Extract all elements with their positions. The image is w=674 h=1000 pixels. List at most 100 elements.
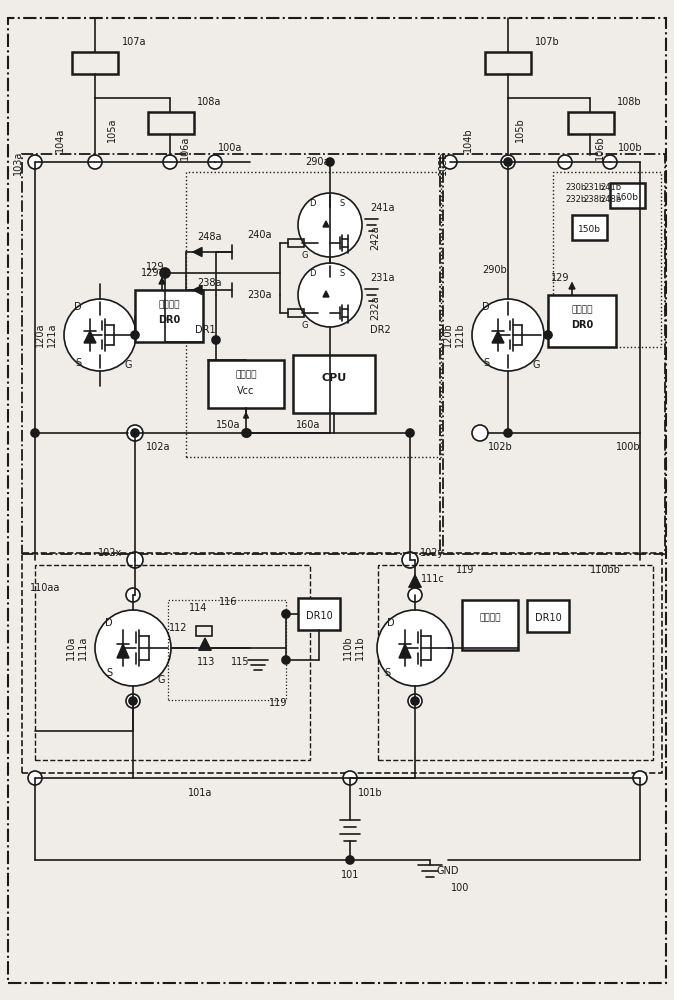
Circle shape (212, 336, 220, 344)
Polygon shape (409, 575, 421, 587)
Text: 160b: 160b (615, 194, 638, 202)
Bar (293, 355, 375, 413)
Text: 105b: 105b (515, 118, 525, 142)
Text: CPU: CPU (321, 373, 346, 383)
Text: G: G (124, 360, 131, 370)
Circle shape (377, 610, 453, 686)
Bar (186, 172, 441, 457)
Text: 129: 129 (551, 273, 570, 283)
Circle shape (326, 158, 334, 166)
Text: D: D (309, 198, 315, 208)
Text: 241a: 241a (370, 203, 394, 213)
Circle shape (472, 299, 544, 371)
Text: 119: 119 (269, 698, 287, 708)
Text: 106b: 106b (595, 136, 605, 160)
Circle shape (504, 158, 512, 166)
Text: DR0: DR0 (158, 315, 180, 325)
Text: 100: 100 (451, 883, 469, 893)
Text: 240a: 240a (248, 230, 272, 240)
Text: D: D (309, 268, 315, 277)
Circle shape (242, 429, 250, 437)
Circle shape (88, 155, 102, 169)
Bar (298, 598, 340, 630)
Text: 103b: 103b (438, 151, 448, 175)
Circle shape (411, 697, 419, 705)
Circle shape (603, 155, 617, 169)
Text: 101: 101 (341, 870, 359, 880)
Text: 248a: 248a (197, 232, 222, 242)
Text: 102a: 102a (146, 442, 171, 452)
Text: 110bb: 110bb (590, 565, 621, 575)
Bar (462, 600, 518, 650)
Circle shape (346, 856, 354, 864)
Text: Vcc: Vcc (237, 386, 255, 396)
Bar (35, 565, 310, 760)
Text: 栅极电路: 栅极电路 (479, 613, 501, 622)
Text: 119: 119 (456, 565, 474, 575)
Circle shape (126, 588, 140, 602)
Text: 114: 114 (189, 603, 207, 613)
Text: GND: GND (437, 866, 459, 876)
Text: G: G (302, 320, 308, 330)
Text: 102b: 102b (487, 442, 512, 452)
Polygon shape (117, 644, 129, 658)
Text: 231b: 231b (583, 184, 605, 192)
Bar (288, 309, 304, 317)
Text: 107b: 107b (535, 37, 559, 47)
Text: 120b: 120b (443, 323, 453, 347)
Circle shape (408, 694, 422, 708)
Circle shape (558, 155, 572, 169)
Text: 230b: 230b (565, 184, 586, 192)
Text: DR10: DR10 (305, 611, 332, 621)
Text: G: G (157, 675, 164, 685)
Text: D: D (482, 302, 490, 312)
Polygon shape (323, 291, 329, 297)
Text: D: D (387, 618, 395, 628)
Text: 290a: 290a (306, 157, 330, 167)
Text: 232b: 232b (565, 196, 586, 205)
Text: 290b: 290b (483, 265, 508, 275)
Text: 238a: 238a (197, 278, 222, 288)
Bar (196, 626, 212, 636)
Text: 102x: 102x (98, 548, 122, 558)
Circle shape (282, 656, 290, 664)
Text: 106a: 106a (180, 136, 190, 160)
Circle shape (501, 155, 515, 169)
Circle shape (28, 771, 42, 785)
Text: 101a: 101a (188, 788, 212, 798)
Text: 121b: 121b (455, 323, 465, 347)
Text: 150b: 150b (578, 226, 601, 234)
Polygon shape (193, 286, 202, 294)
Bar (148, 112, 194, 134)
Bar (22, 553, 662, 773)
Text: 121a: 121a (47, 323, 57, 347)
Text: S: S (340, 198, 344, 208)
Text: S: S (483, 358, 489, 368)
Text: 129: 129 (141, 268, 159, 278)
Circle shape (408, 588, 422, 602)
Bar (568, 112, 614, 134)
Polygon shape (193, 247, 202, 256)
Text: G: G (532, 360, 540, 370)
Polygon shape (84, 331, 96, 343)
Text: 111c: 111c (421, 574, 445, 584)
Text: S: S (384, 668, 390, 678)
Bar (378, 565, 653, 760)
Text: S: S (340, 268, 344, 277)
Text: 241b: 241b (600, 184, 621, 192)
Bar (135, 290, 203, 342)
Circle shape (406, 429, 414, 437)
Circle shape (282, 610, 290, 618)
Text: 113: 113 (197, 657, 215, 667)
Text: 栅极电路: 栅极电路 (572, 306, 592, 314)
Circle shape (504, 429, 512, 437)
Circle shape (343, 771, 357, 785)
Text: S: S (75, 358, 81, 368)
Text: 238b: 238b (583, 196, 605, 205)
Circle shape (127, 425, 143, 441)
Circle shape (127, 552, 143, 568)
Text: 110aa: 110aa (30, 583, 60, 593)
Polygon shape (243, 413, 249, 418)
Text: 242a: 242a (370, 226, 380, 250)
Circle shape (126, 694, 140, 708)
